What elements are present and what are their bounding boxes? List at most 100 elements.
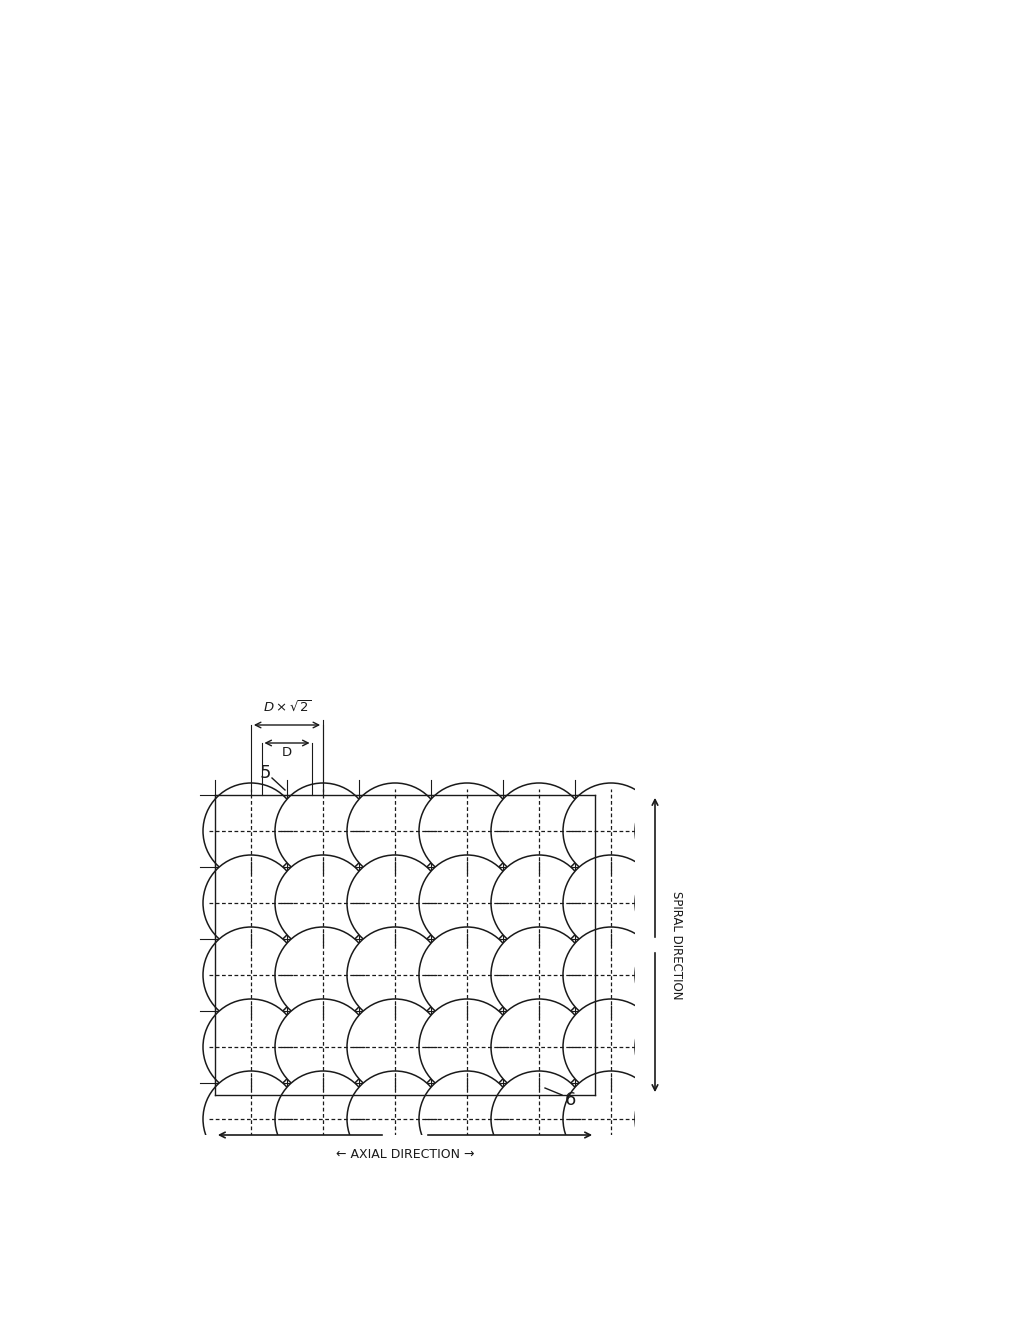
Ellipse shape [419,1143,515,1239]
Ellipse shape [665,409,737,490]
Ellipse shape [419,999,515,1096]
Ellipse shape [490,1143,587,1239]
Ellipse shape [350,409,422,490]
Ellipse shape [419,855,515,950]
Text: 4: 4 [944,407,955,424]
Text: US 2008/0280100 A1: US 2008/0280100 A1 [745,61,916,75]
Ellipse shape [563,999,659,1096]
Ellipse shape [707,1071,803,1167]
Text: ← AXIAL DIRECTION →: ← AXIAL DIRECTION → [336,1148,474,1162]
Ellipse shape [635,467,708,548]
Ellipse shape [275,783,371,879]
Ellipse shape [490,999,587,1096]
Ellipse shape [194,467,266,548]
Ellipse shape [284,293,356,374]
Ellipse shape [897,383,913,458]
Bar [194,0,786,246]
Ellipse shape [380,351,453,432]
Ellipse shape [347,999,443,1096]
Ellipse shape [563,783,659,879]
Ellipse shape [160,246,230,595]
Ellipse shape [224,409,296,490]
Ellipse shape [316,351,389,432]
Ellipse shape [662,293,734,374]
Ellipse shape [160,246,230,595]
Ellipse shape [635,783,731,879]
Ellipse shape [419,927,515,1023]
Text: D: D [282,746,292,759]
Bar [194,595,786,1320]
Ellipse shape [635,1071,731,1167]
Ellipse shape [563,1214,659,1311]
Ellipse shape [275,927,371,1023]
Ellipse shape [419,783,515,879]
Text: 6: 6 [564,1092,575,1109]
Ellipse shape [127,383,143,458]
Ellipse shape [275,999,371,1096]
Ellipse shape [635,999,731,1096]
Text: 3: 3 [169,281,181,300]
Ellipse shape [203,1214,299,1311]
Ellipse shape [536,293,608,374]
Ellipse shape [506,351,579,432]
Ellipse shape [750,246,820,595]
Ellipse shape [490,1214,587,1311]
FancyBboxPatch shape [75,383,135,458]
Ellipse shape [67,383,83,458]
Ellipse shape [490,783,587,879]
Text: FIG.1B: FIG.1B [428,723,552,756]
Text: 5: 5 [344,591,355,609]
Ellipse shape [203,855,299,950]
Ellipse shape [347,783,443,879]
Ellipse shape [203,999,299,1096]
Text: SPIRAL DIRECTION: SPIRAL DIRECTION [670,891,683,999]
Ellipse shape [837,383,853,458]
Ellipse shape [837,383,853,458]
Ellipse shape [476,409,548,490]
Ellipse shape [442,351,515,432]
Ellipse shape [490,1071,587,1167]
Bar [0,0,175,1320]
Ellipse shape [697,467,770,548]
Ellipse shape [347,927,443,1023]
Ellipse shape [695,351,767,432]
Bar [75,383,135,458]
Ellipse shape [563,1143,659,1239]
Ellipse shape [707,1143,803,1239]
Text: $D\times\sqrt{2}$: $D\times\sqrt{2}$ [263,700,311,715]
Ellipse shape [750,246,820,595]
Ellipse shape [160,246,230,595]
Bar [635,0,1024,1320]
Ellipse shape [203,1071,299,1167]
Text: FIG.1A: FIG.1A [428,178,552,211]
Ellipse shape [599,293,671,374]
Ellipse shape [203,783,299,879]
Ellipse shape [203,927,299,1023]
Ellipse shape [539,409,611,490]
Ellipse shape [750,246,820,595]
Ellipse shape [602,409,674,490]
Text: 6: 6 [724,591,735,609]
FancyBboxPatch shape [845,383,905,458]
Ellipse shape [383,467,455,548]
Bar [785,0,1024,1320]
Text: 5: 5 [259,764,270,781]
Ellipse shape [707,927,803,1023]
Ellipse shape [635,927,731,1023]
Ellipse shape [275,1214,371,1311]
Ellipse shape [419,1071,515,1167]
Ellipse shape [509,467,582,548]
Ellipse shape [707,855,803,950]
Ellipse shape [563,855,659,950]
Bar [0,1135,1024,1320]
Text: Nov. 13, 2008  Sheet 1 of 7: Nov. 13, 2008 Sheet 1 of 7 [319,61,540,75]
Ellipse shape [203,1143,299,1239]
Ellipse shape [127,383,143,458]
Ellipse shape [490,855,587,950]
Ellipse shape [275,1071,371,1167]
Ellipse shape [707,783,803,879]
Ellipse shape [635,855,731,950]
Ellipse shape [897,383,913,458]
Ellipse shape [287,409,359,490]
Ellipse shape [707,1214,803,1311]
